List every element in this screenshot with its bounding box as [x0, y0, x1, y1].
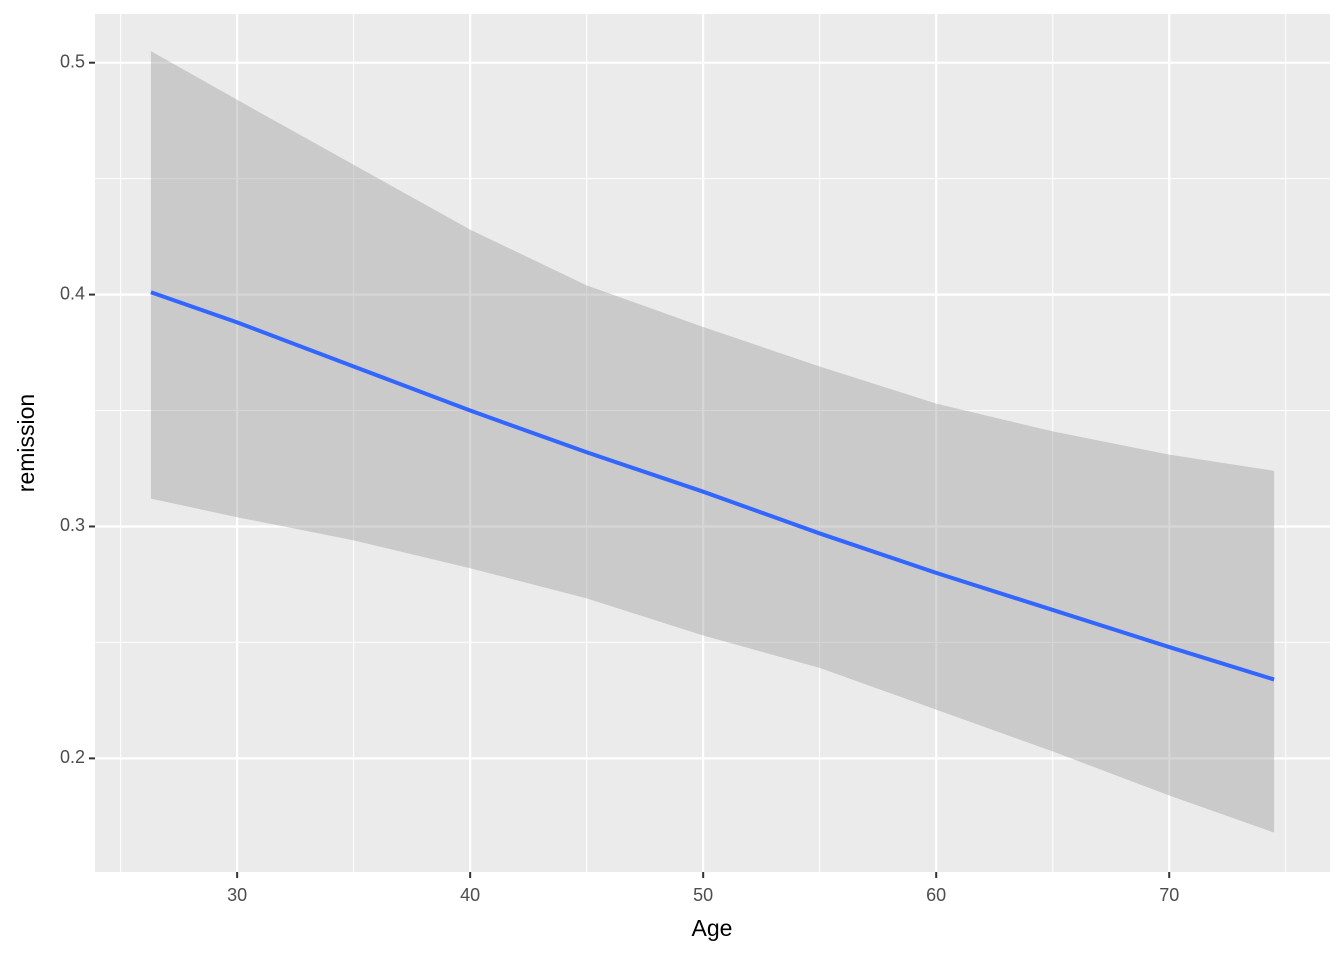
x-tick-label: 30: [227, 885, 247, 905]
y-axis-title: remission: [13, 394, 39, 492]
x-tick-label: 40: [460, 885, 480, 905]
y-tick-label: 0.4: [60, 283, 85, 303]
x-tick-label: 70: [1159, 885, 1179, 905]
y-tick-label: 0.3: [60, 515, 85, 535]
x-tick-label: 60: [926, 885, 946, 905]
line: [150, 290, 1275, 682]
confidence-band: [150, 51, 1275, 833]
x-axis-title: Age: [692, 915, 733, 941]
x-tick-label: 50: [693, 885, 713, 905]
panel: [95, 14, 1330, 872]
y-tick-label: 0.5: [60, 51, 85, 71]
y-tick-label: 0.2: [60, 747, 85, 767]
